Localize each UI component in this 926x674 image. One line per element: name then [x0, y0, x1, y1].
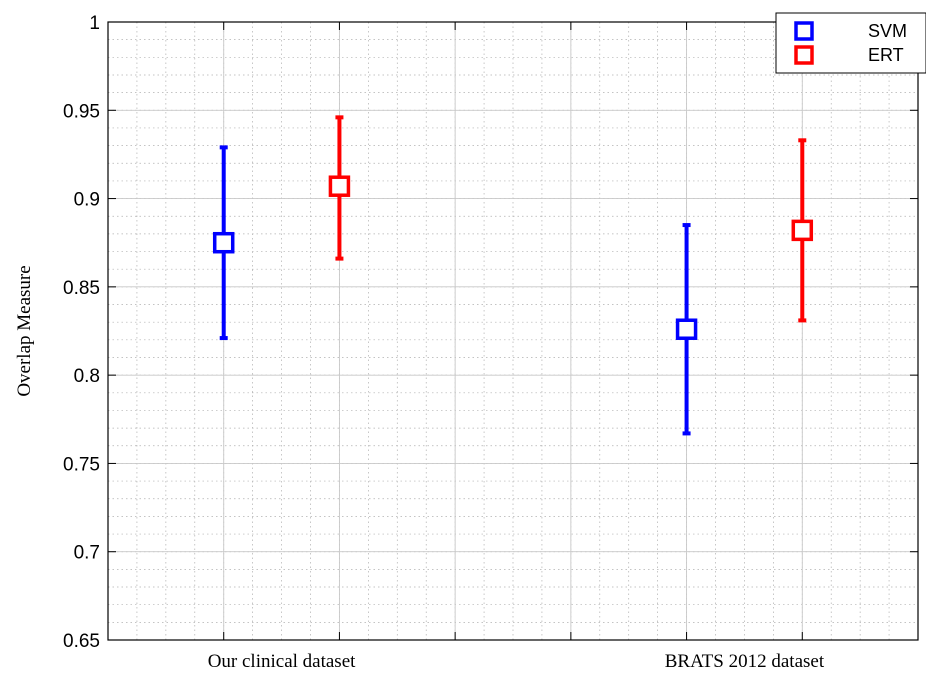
data-point-marker — [328, 175, 351, 197]
data-point-marker — [791, 219, 814, 242]
data-point-marker — [675, 318, 698, 340]
axis-ticks — [108, 21, 918, 641]
y-tick-label: 0.95 — [63, 101, 100, 122]
x-category-labels: Our clinical dataset BRATS 2012 dataset — [208, 651, 825, 672]
y-tick-label: 0.9 — [74, 190, 100, 211]
y-tick-label: 1 — [89, 13, 100, 34]
y-tick-label: 0.65 — [63, 631, 100, 652]
y-tick-label: 0.7 — [74, 543, 100, 564]
x-category-label: BRATS 2012 dataset — [665, 651, 825, 672]
y-tick-label: 0.8 — [74, 366, 100, 387]
y-tick-labels: 0.65 0.7 0.75 0.8 0.85 0.9 0.95 1 — [63, 13, 100, 652]
series-ert — [328, 115, 814, 323]
legend-marker-svm — [794, 21, 814, 41]
series-svm — [212, 145, 698, 436]
series-layer — [212, 115, 814, 436]
y-axis-title: Overlap Measure — [14, 265, 35, 396]
legend-label-svm: SVM — [868, 21, 907, 41]
x-category-label: Our clinical dataset — [208, 651, 356, 672]
data-point-marker — [212, 231, 235, 254]
y-tick-label: 0.85 — [63, 278, 100, 299]
legend-marker-ert — [794, 45, 814, 65]
legend: SVM ERT — [775, 12, 926, 74]
major-grid — [108, 21, 918, 641]
y-tick-label: 0.75 — [63, 454, 100, 475]
legend-label-ert: ERT — [868, 45, 904, 65]
plot-frame — [107, 21, 919, 641]
minor-grid — [107, 21, 919, 641]
